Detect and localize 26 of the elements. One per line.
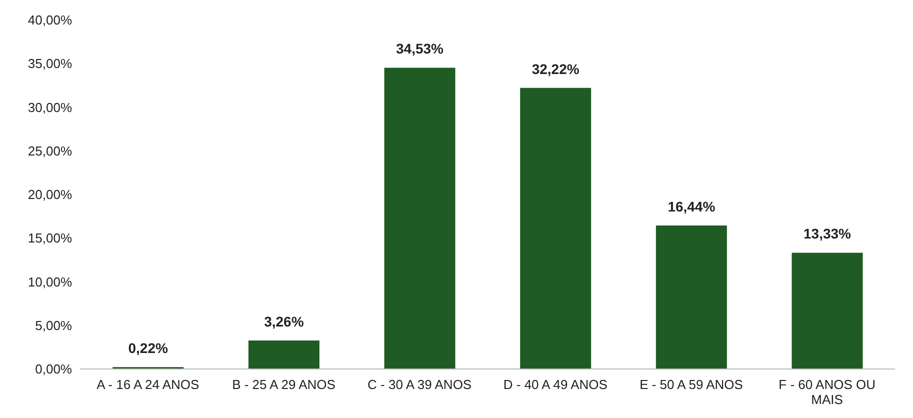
x-tick-label: D - 40 A 49 ANOS xyxy=(503,377,608,392)
x-tick-label: B - 25 A 29 ANOS xyxy=(232,377,336,392)
data-label: 32,22% xyxy=(532,60,580,77)
bar xyxy=(248,340,320,369)
x-tick-label: C - 30 A 39 ANOS xyxy=(368,377,472,392)
y-tick-label: 5,00% xyxy=(35,318,72,333)
bar xyxy=(792,252,863,369)
bar xyxy=(520,88,592,369)
data-label: 34,53% xyxy=(396,40,444,57)
y-tick-label: 10,00% xyxy=(28,274,72,290)
data-label: 0,22% xyxy=(128,340,168,356)
y-tick-label: 25,00% xyxy=(28,143,72,158)
y-tick-label: 0,00% xyxy=(35,362,72,377)
y-tick-label: 20,00% xyxy=(28,187,72,202)
bar xyxy=(384,68,456,369)
data-label: 16,44% xyxy=(668,198,716,215)
x-tick-label: F - 60 ANOS OU MAIS xyxy=(778,377,876,407)
data-label: 3,26% xyxy=(264,314,304,330)
x-tick-label: A - 16 A 24 ANOS xyxy=(96,377,200,392)
data-label: 13,33% xyxy=(804,226,852,242)
x-tick-label: E - 50 A 59 ANOS xyxy=(640,377,744,392)
bar xyxy=(656,226,727,369)
y-tick-label: 30,00% xyxy=(28,100,72,115)
y-tick-label: 35,00% xyxy=(28,56,72,72)
y-tick-label: 15,00% xyxy=(28,230,72,246)
y-tick-label: 40,00% xyxy=(28,12,72,28)
